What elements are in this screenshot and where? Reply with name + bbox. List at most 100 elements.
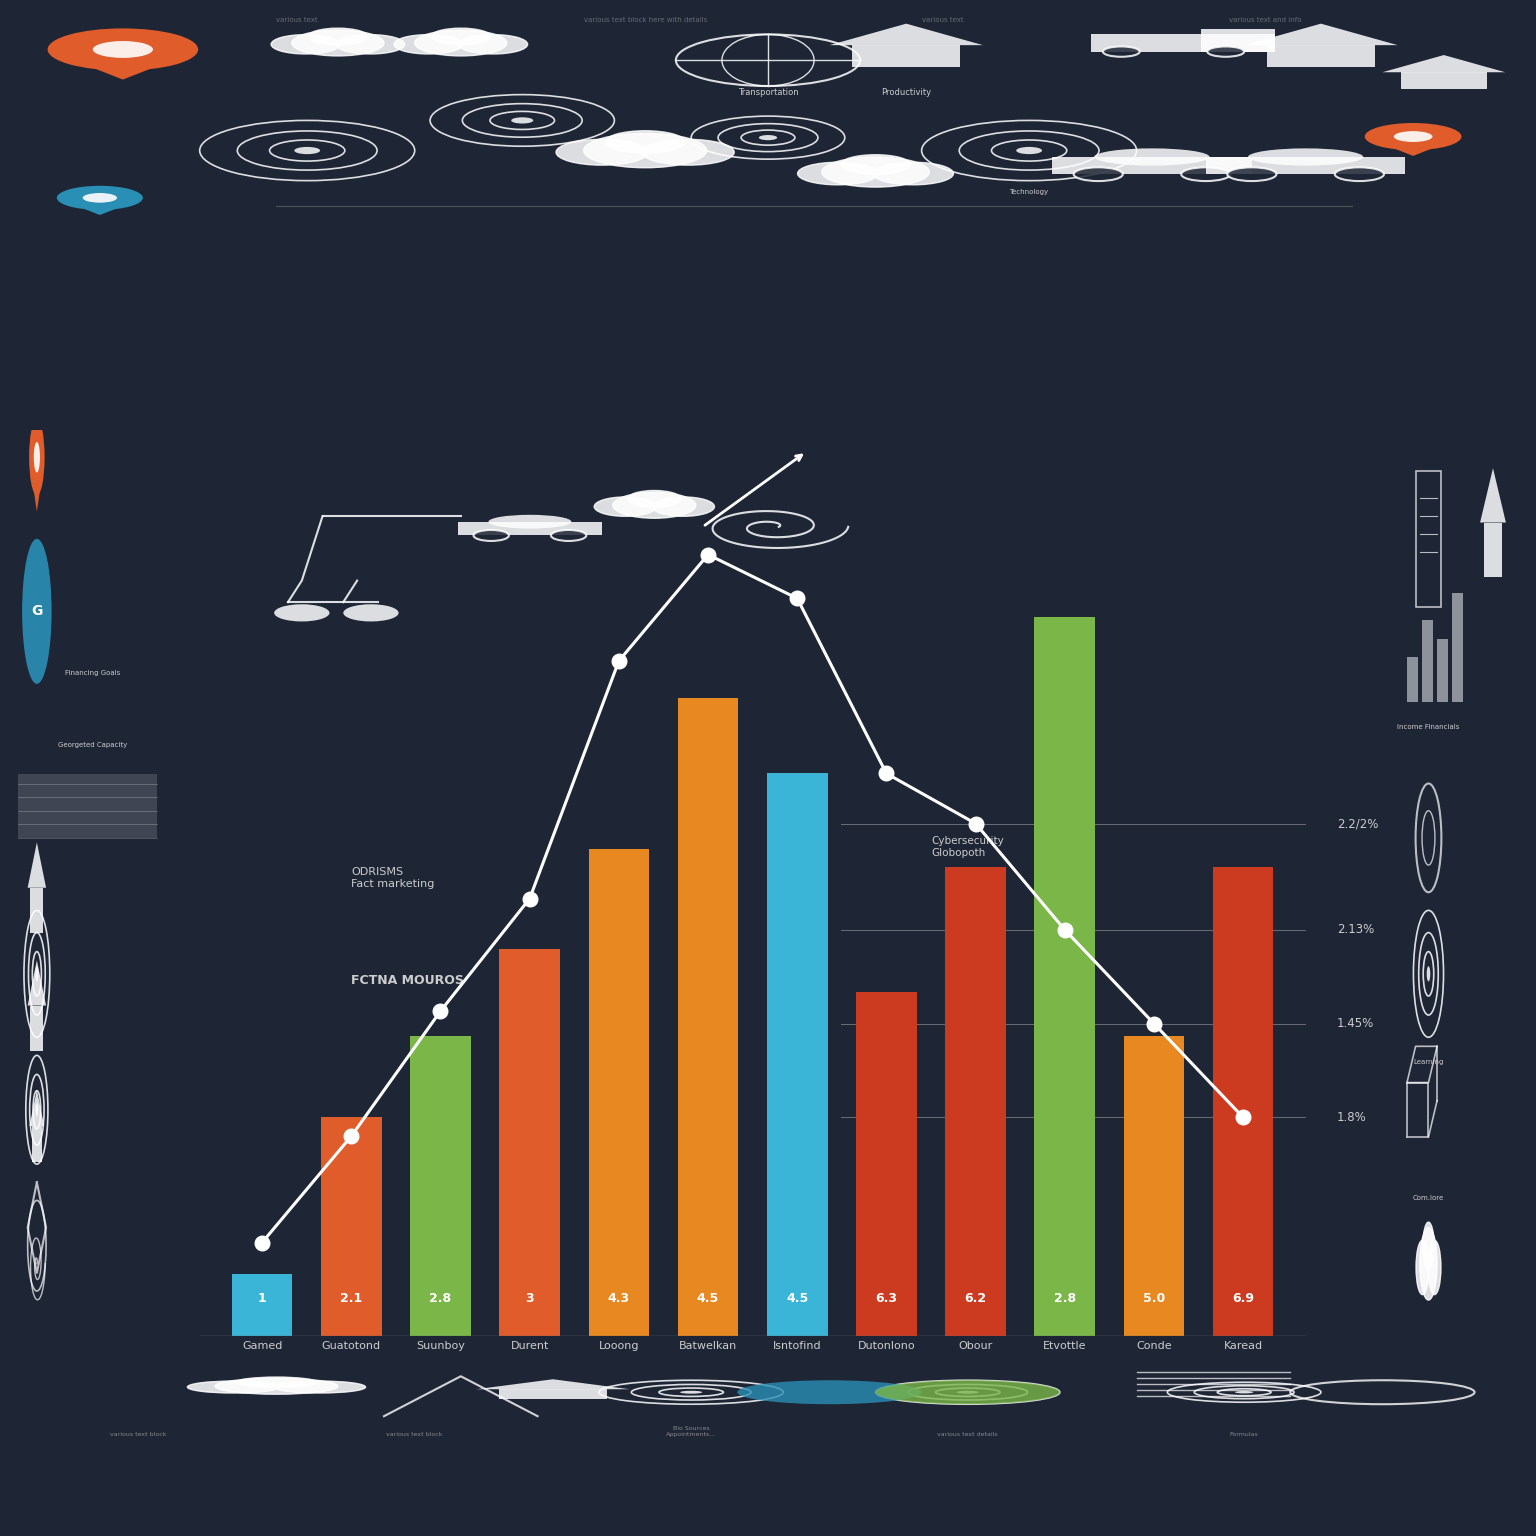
Circle shape	[343, 604, 399, 622]
Text: Com.lore: Com.lore	[1413, 1195, 1444, 1201]
Bar	[232, 1273, 292, 1336]
Point	[874, 762, 899, 786]
Circle shape	[627, 490, 682, 507]
Circle shape	[1393, 131, 1433, 141]
Point	[1230, 1106, 1255, 1130]
Text: various text: various text	[922, 17, 963, 23]
Text: 4.5: 4.5	[786, 1292, 808, 1306]
Circle shape	[822, 157, 929, 187]
Bar	[1416, 472, 1441, 607]
Circle shape	[605, 131, 685, 154]
Circle shape	[48, 28, 198, 71]
Bar	[31, 1006, 43, 1051]
Polygon shape	[1382, 55, 1505, 72]
Text: 2.8: 2.8	[430, 1292, 452, 1306]
Polygon shape	[476, 1379, 630, 1389]
Point	[1052, 917, 1077, 942]
Text: 5.0: 5.0	[1143, 1292, 1166, 1306]
Circle shape	[551, 530, 587, 541]
Bar	[499, 949, 561, 1336]
Text: 2.1: 2.1	[339, 1292, 362, 1306]
Circle shape	[273, 1381, 366, 1393]
Circle shape	[759, 135, 777, 140]
Circle shape	[1416, 1240, 1428, 1295]
Bar	[1267, 45, 1375, 66]
Text: Formulas: Formulas	[1230, 1432, 1258, 1438]
Circle shape	[594, 498, 656, 516]
Circle shape	[473, 530, 508, 541]
Polygon shape	[28, 842, 46, 888]
Polygon shape	[1481, 468, 1505, 522]
Ellipse shape	[1094, 149, 1209, 166]
Circle shape	[556, 140, 648, 166]
Circle shape	[1181, 167, 1230, 181]
Circle shape	[876, 1381, 1060, 1404]
Bar	[677, 699, 739, 1336]
Text: FCTNA MOUROS: FCTNA MOUROS	[352, 974, 464, 1001]
Bar	[945, 868, 1006, 1336]
Bar	[1124, 1037, 1184, 1336]
Bar	[499, 1389, 607, 1399]
Polygon shape	[69, 203, 131, 215]
Text: Financing Goals: Financing Goals	[65, 670, 120, 676]
Circle shape	[642, 140, 734, 166]
Point	[607, 648, 631, 673]
Ellipse shape	[1247, 149, 1362, 166]
Bar	[1407, 657, 1418, 702]
Circle shape	[872, 163, 954, 184]
Text: 1.8%: 1.8%	[1336, 1111, 1367, 1124]
Text: various text: various text	[276, 17, 318, 23]
Bar	[1438, 639, 1448, 702]
Circle shape	[1074, 167, 1123, 181]
Text: 4.5: 4.5	[697, 1292, 719, 1306]
Bar	[588, 848, 650, 1336]
Circle shape	[511, 117, 533, 123]
Bar	[1401, 72, 1487, 89]
Circle shape	[335, 35, 404, 54]
Circle shape	[393, 35, 464, 54]
Circle shape	[92, 41, 154, 58]
Circle shape	[270, 35, 339, 54]
Point	[963, 811, 988, 836]
Bar	[766, 774, 828, 1336]
Text: Cybersecurity
Globopoth: Cybersecurity Globopoth	[931, 836, 1003, 857]
Circle shape	[840, 155, 911, 174]
Circle shape	[430, 28, 490, 45]
Ellipse shape	[488, 515, 571, 528]
Circle shape	[415, 31, 507, 55]
Text: Productivity: Productivity	[882, 88, 931, 97]
Text: various text block: various text block	[111, 1432, 166, 1438]
Circle shape	[1427, 966, 1430, 982]
Text: 2.13%: 2.13%	[1336, 923, 1375, 937]
Circle shape	[187, 1381, 280, 1393]
Polygon shape	[1379, 143, 1447, 157]
Polygon shape	[69, 58, 177, 80]
Bar	[856, 992, 917, 1336]
Circle shape	[35, 966, 38, 982]
Circle shape	[295, 147, 319, 154]
Circle shape	[83, 194, 117, 203]
Text: Bio Sources
Appointments...: Bio Sources Appointments...	[667, 1427, 716, 1438]
Text: various text block here with details: various text block here with details	[584, 17, 707, 23]
Bar	[1206, 157, 1405, 174]
Bar	[1452, 593, 1462, 702]
Circle shape	[215, 1378, 338, 1395]
Text: Georgeted Capacity: Georgeted Capacity	[57, 742, 127, 748]
Text: various text details: various text details	[937, 1432, 998, 1438]
Point	[250, 1230, 275, 1255]
Text: Learning: Learning	[1413, 1060, 1444, 1066]
Point	[518, 886, 542, 911]
Circle shape	[57, 186, 143, 210]
Circle shape	[273, 604, 330, 622]
Bar	[1091, 34, 1275, 52]
Circle shape	[22, 539, 52, 684]
Circle shape	[1428, 1240, 1441, 1295]
Text: Transportation: Transportation	[737, 88, 799, 97]
Circle shape	[1422, 1223, 1435, 1269]
Circle shape	[957, 1390, 978, 1393]
Circle shape	[1364, 123, 1461, 151]
Bar	[321, 1118, 381, 1336]
Text: 2.2/2%: 2.2/2%	[1336, 817, 1378, 829]
Text: Technology: Technology	[1009, 189, 1049, 195]
Text: 1.45%: 1.45%	[1336, 1017, 1375, 1031]
